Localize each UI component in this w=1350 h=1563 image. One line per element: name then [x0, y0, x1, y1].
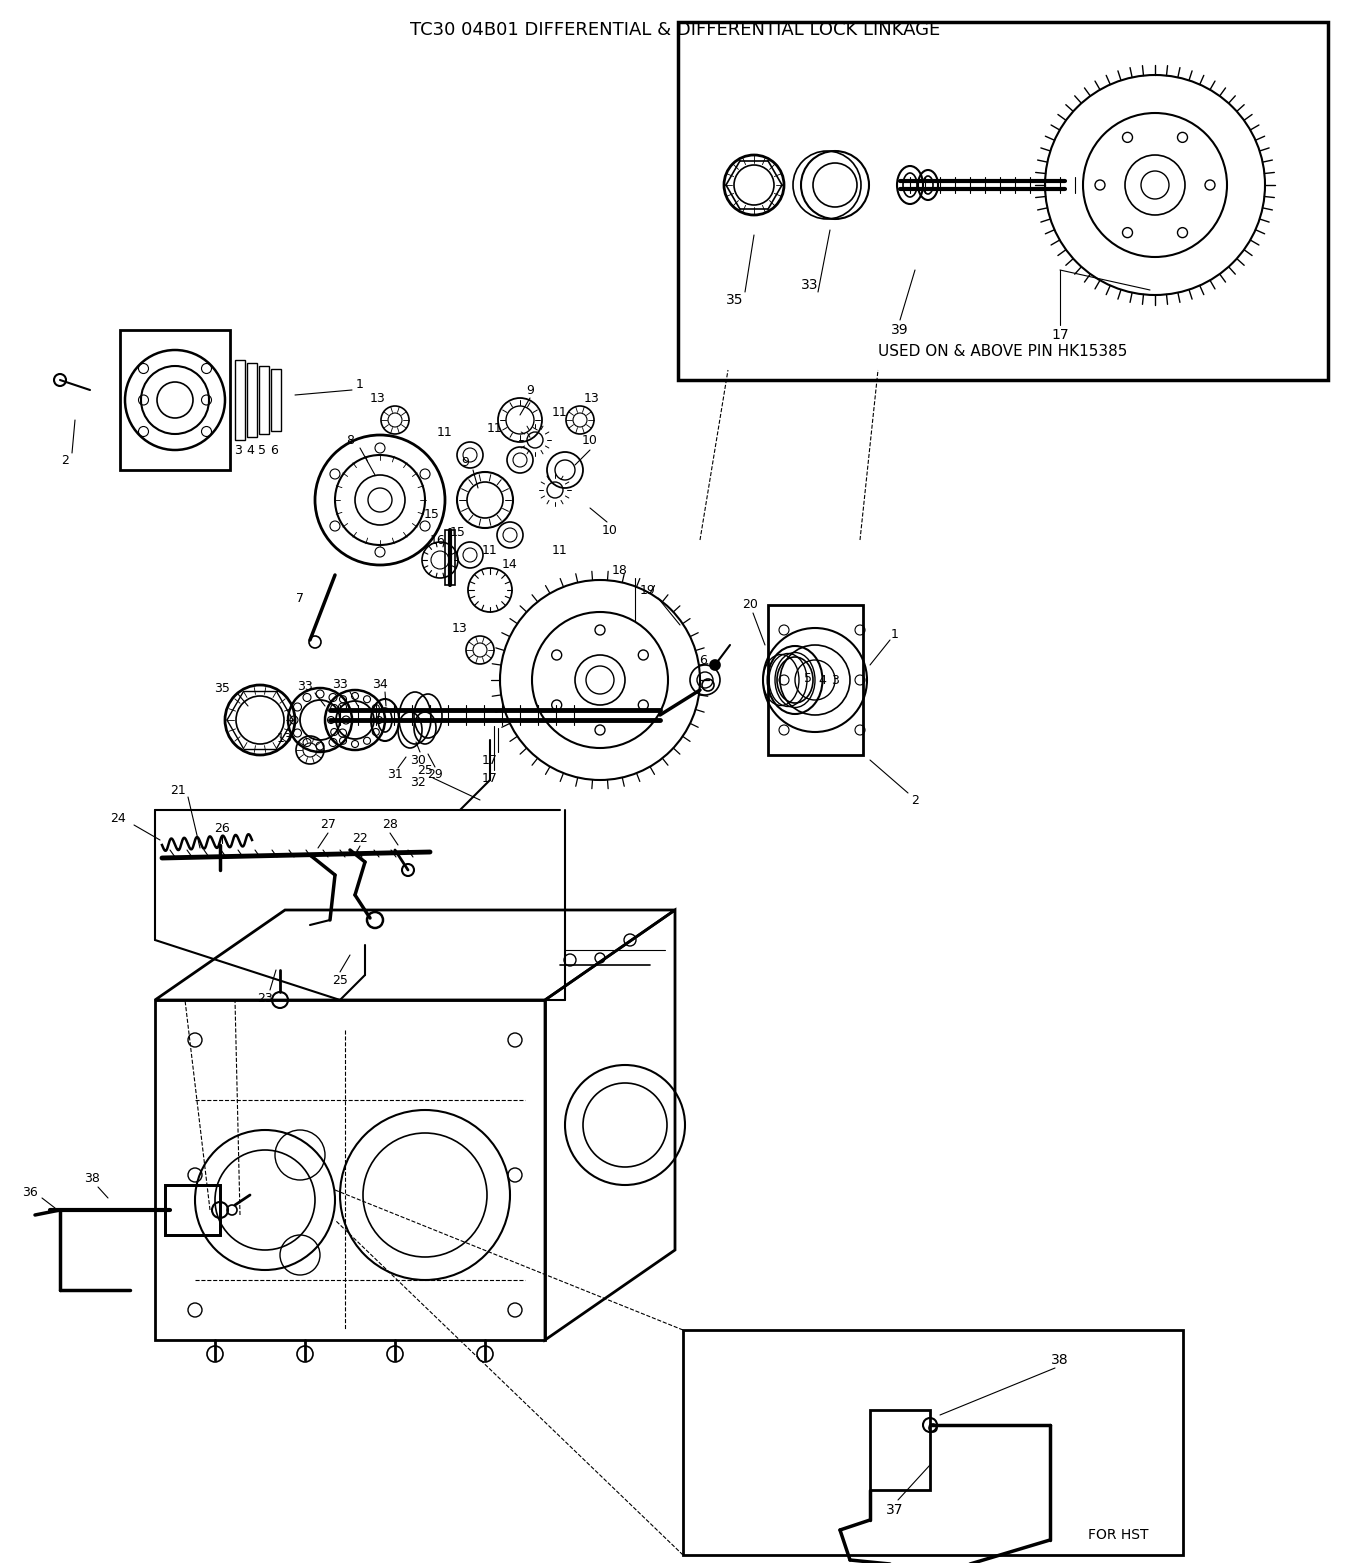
Bar — [165, 1185, 220, 1235]
Text: 35: 35 — [726, 292, 744, 306]
Text: 3: 3 — [234, 444, 242, 456]
Text: 1: 1 — [356, 378, 365, 391]
Text: 21: 21 — [170, 783, 186, 797]
Text: 32: 32 — [410, 775, 425, 788]
Bar — [259, 366, 269, 435]
Text: 39: 39 — [891, 324, 909, 338]
Circle shape — [710, 660, 720, 671]
Bar — [683, 1330, 1183, 1555]
Text: 11: 11 — [487, 422, 502, 435]
Text: 11: 11 — [552, 405, 568, 419]
Text: 13: 13 — [452, 622, 468, 635]
Text: 5: 5 — [805, 672, 811, 685]
Text: 15: 15 — [424, 508, 440, 522]
Text: 19: 19 — [640, 583, 656, 597]
Bar — [247, 363, 256, 438]
Text: 7: 7 — [296, 591, 304, 605]
Text: 6: 6 — [270, 444, 278, 456]
Text: 30: 30 — [410, 753, 427, 766]
Text: 35: 35 — [215, 681, 230, 694]
Bar — [235, 359, 244, 441]
Text: 13: 13 — [585, 391, 599, 405]
Text: 34: 34 — [373, 677, 387, 691]
Text: 14: 14 — [502, 558, 518, 572]
Text: 9: 9 — [526, 383, 535, 397]
Text: 16: 16 — [431, 533, 446, 547]
Text: 17: 17 — [482, 753, 498, 766]
Text: 38: 38 — [84, 1172, 100, 1185]
Text: 8: 8 — [346, 433, 354, 447]
Text: 2: 2 — [61, 453, 69, 466]
Text: 24: 24 — [111, 811, 126, 825]
Bar — [120, 330, 230, 470]
Text: 25: 25 — [417, 763, 433, 777]
Text: 15: 15 — [450, 525, 466, 539]
Bar — [678, 22, 1328, 380]
Text: 33: 33 — [297, 680, 313, 692]
Text: 11: 11 — [437, 425, 452, 439]
Text: 28: 28 — [382, 819, 398, 832]
Text: TC30 04B01 DIFFERENTIAL & DIFFERENTIAL LOCK LINKAGE: TC30 04B01 DIFFERENTIAL & DIFFERENTIAL L… — [410, 20, 940, 39]
Text: 13: 13 — [277, 731, 293, 744]
Text: 23: 23 — [256, 991, 273, 1005]
Text: 11: 11 — [482, 544, 498, 556]
Text: 1: 1 — [891, 628, 899, 641]
Text: FOR HST: FOR HST — [1088, 1529, 1149, 1543]
Text: 38: 38 — [1052, 1354, 1069, 1368]
Text: 6: 6 — [699, 653, 707, 666]
Text: 2: 2 — [911, 794, 919, 807]
Text: USED ON & ABOVE PIN HK15385: USED ON & ABOVE PIN HK15385 — [879, 344, 1127, 359]
Bar — [271, 369, 281, 431]
Bar — [768, 605, 863, 755]
Text: 3: 3 — [832, 674, 838, 686]
Text: 4: 4 — [818, 674, 826, 686]
Text: 17: 17 — [482, 772, 498, 785]
Bar — [869, 1410, 930, 1490]
Text: 26: 26 — [215, 822, 230, 835]
Bar — [155, 1000, 545, 1339]
Text: 27: 27 — [320, 819, 336, 832]
Text: 10: 10 — [602, 524, 618, 536]
Text: 33: 33 — [332, 678, 348, 691]
Text: 36: 36 — [22, 1185, 38, 1199]
Text: 13: 13 — [370, 391, 386, 405]
Bar — [165, 1185, 220, 1235]
Text: 22: 22 — [352, 832, 367, 844]
Text: 5: 5 — [258, 444, 266, 456]
Text: 37: 37 — [886, 1504, 903, 1518]
Text: 9: 9 — [462, 455, 468, 469]
Text: 10: 10 — [582, 433, 598, 447]
Text: 17: 17 — [1052, 328, 1069, 342]
Text: 20: 20 — [743, 599, 757, 611]
Bar — [446, 530, 455, 585]
Text: 25: 25 — [332, 974, 348, 986]
Text: 4: 4 — [246, 444, 254, 456]
Text: 31: 31 — [387, 769, 402, 782]
Text: 33: 33 — [802, 278, 818, 292]
Text: 11: 11 — [552, 544, 568, 556]
Text: 29: 29 — [427, 769, 443, 782]
Text: 18: 18 — [612, 564, 628, 577]
